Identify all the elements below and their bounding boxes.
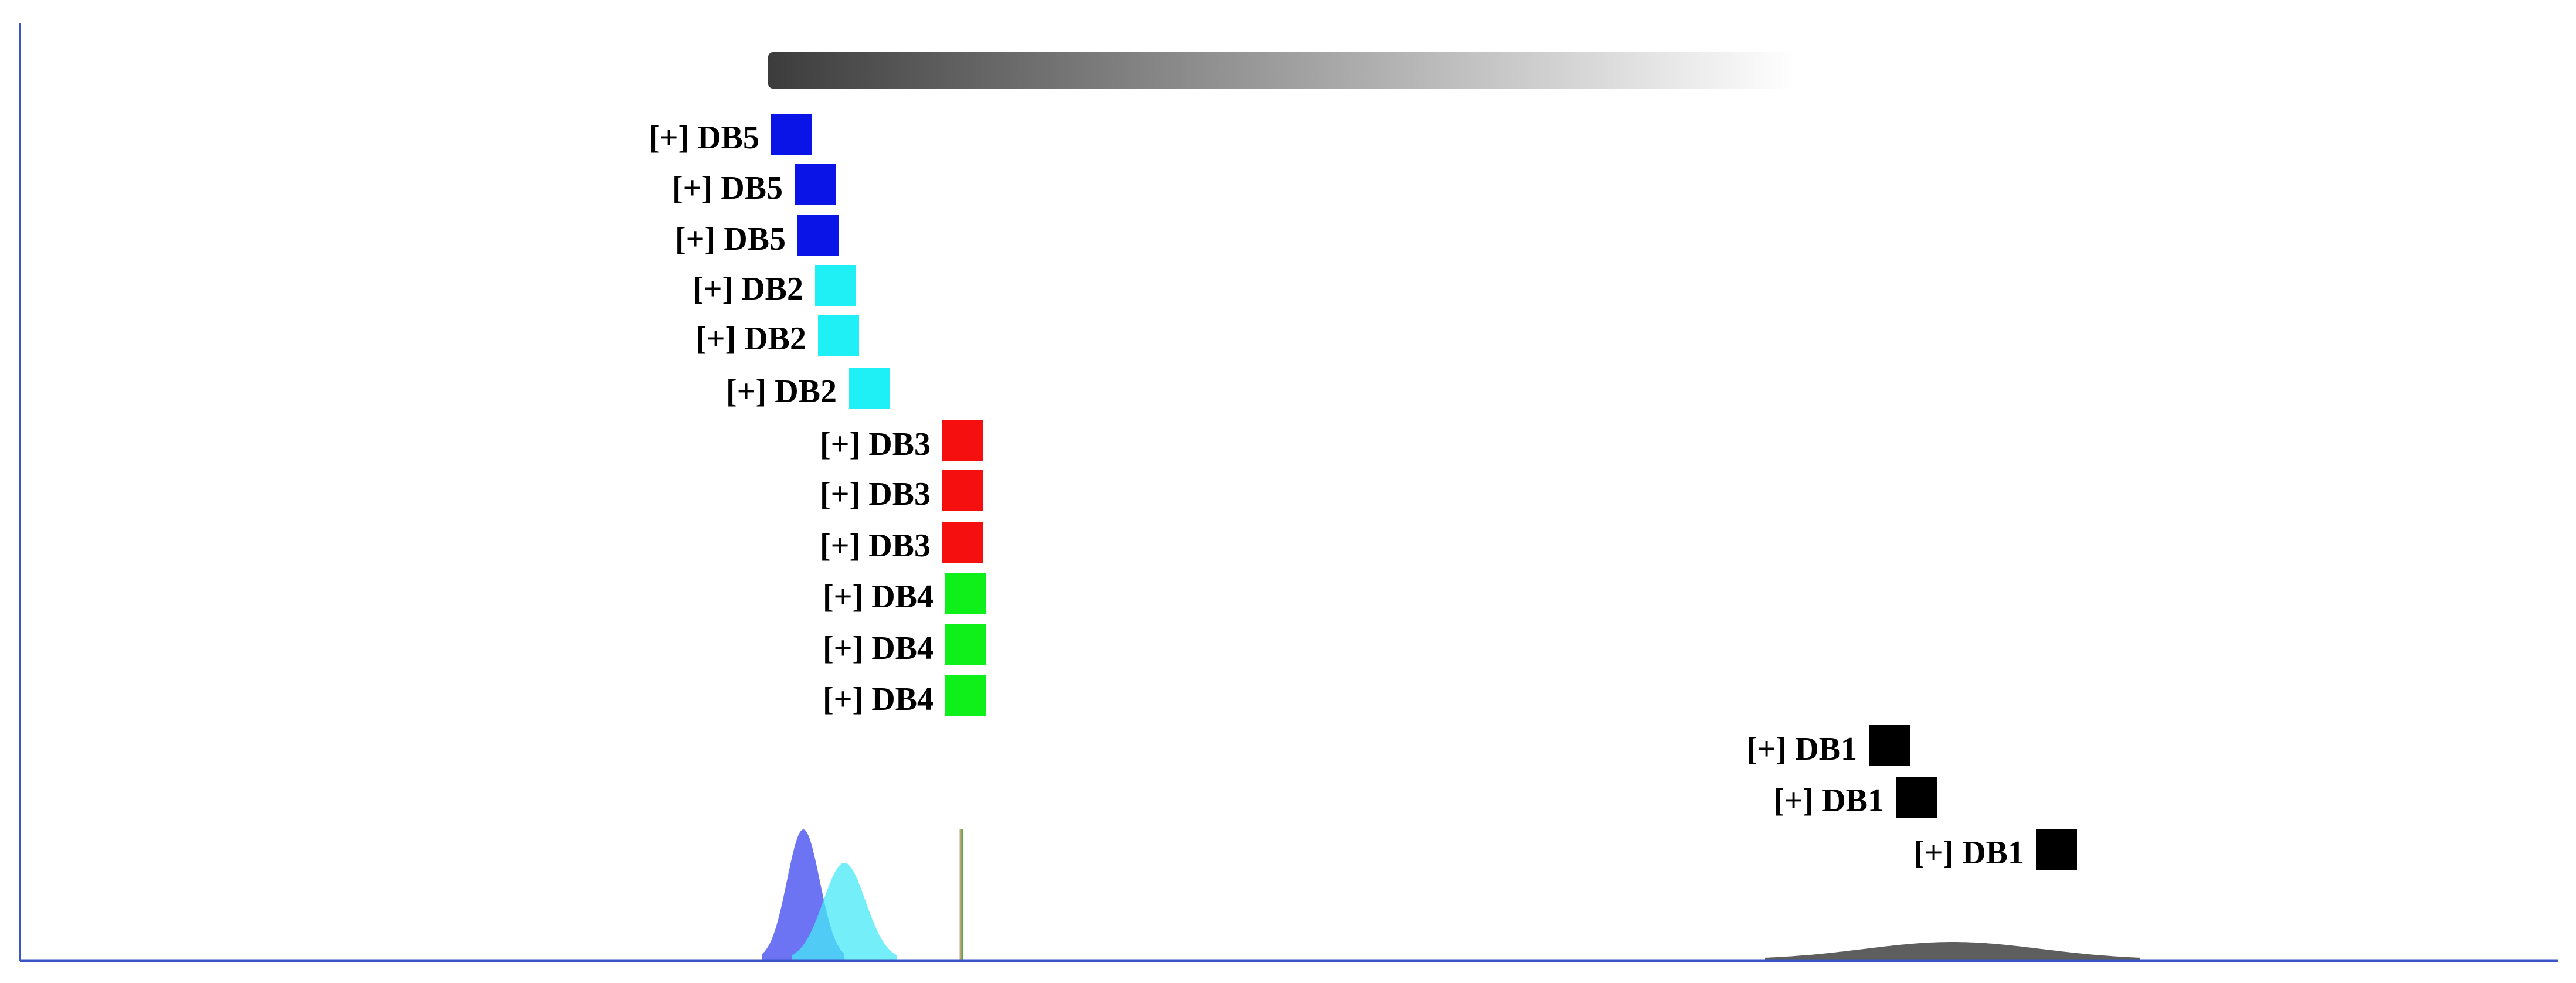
point-label-db4: [+] DB4 [823, 630, 934, 666]
point-marker-db2 [815, 265, 856, 306]
point-marker-db1 [1869, 725, 1910, 766]
axes [19, 23, 2558, 962]
gradient-bar [768, 52, 1794, 89]
point-label-db1: [+] DB1 [1746, 731, 1857, 767]
distribution-db1 [1765, 942, 2140, 960]
point-label-db3: [+] DB3 [820, 476, 931, 512]
point-label-db3: [+] DB3 [820, 426, 931, 462]
point-marker-db4 [945, 624, 986, 665]
point-marker-db5 [797, 215, 839, 256]
point-label-db2: [+] DB2 [693, 271, 803, 307]
point-label-db2: [+] DB2 [695, 321, 806, 357]
point-marker-db1 [1896, 777, 1937, 818]
point-marker-db1 [2036, 829, 2077, 870]
distribution-db2 [792, 863, 897, 960]
distributions-layer [762, 829, 2140, 960]
point-marker-db2 [849, 368, 890, 409]
point-marker-db5 [771, 114, 812, 155]
point-marker-db2 [818, 315, 859, 356]
point-label-db4: [+] DB4 [823, 579, 934, 615]
point-label-db5: [+] DB5 [649, 120, 759, 156]
point-label-db5: [+] DB5 [672, 170, 783, 206]
point-label-db2: [+] DB2 [726, 373, 837, 410]
marker-line [959, 829, 963, 962]
point-marker-db4 [945, 573, 986, 614]
point-marker-db3 [942, 522, 983, 563]
point-label-db1: [+] DB1 [1913, 835, 2024, 871]
point-marker-db3 [942, 420, 983, 461]
point-marker-db3 [942, 470, 983, 511]
point-label-db5: [+] DB5 [675, 221, 786, 257]
point-marker-db4 [945, 675, 986, 716]
point-marker-db5 [795, 164, 836, 205]
point-label-db1: [+] DB1 [1773, 783, 1884, 819]
points-layer: [+] DB5 [+] DB5 [+] DB5 [+] DB2 [+] DB2 [+] D… [649, 114, 2077, 871]
point-label-db4: [+] DB4 [823, 681, 934, 717]
point-label-db3: [+] DB3 [820, 528, 931, 564]
